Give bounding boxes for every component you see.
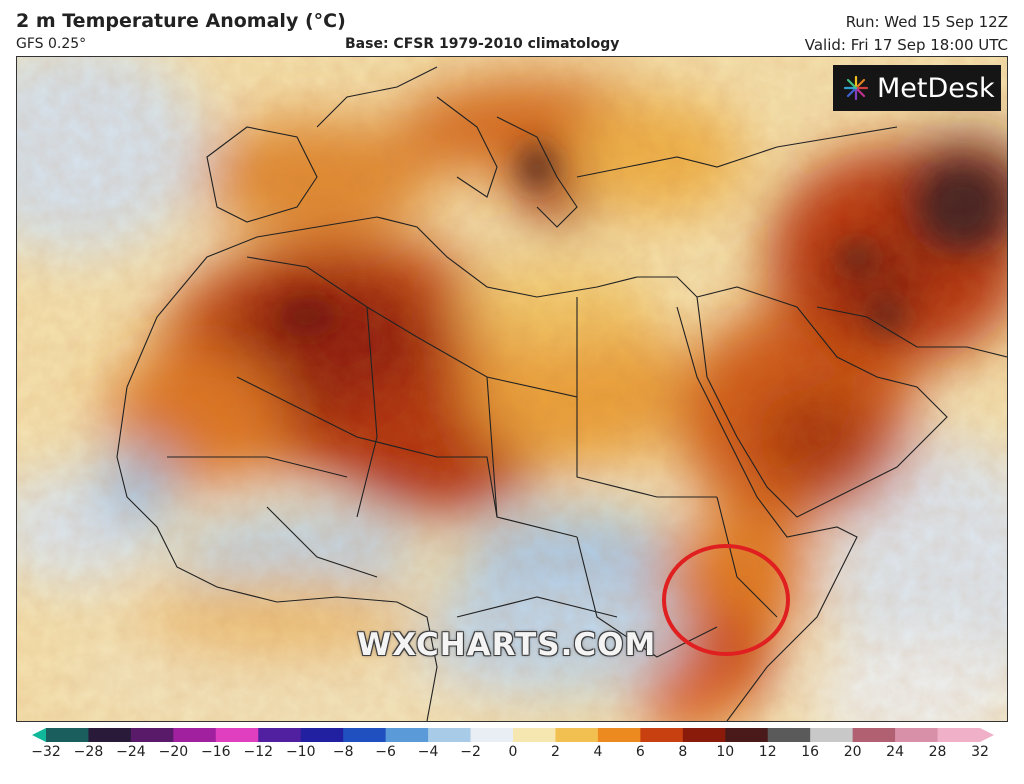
colorbar-cell <box>470 728 514 742</box>
colorbar-cell <box>640 728 684 742</box>
colorbar-tick-label: 20 <box>843 744 862 760</box>
colorbar-cell <box>343 728 387 742</box>
colorbar-tick-label: 0 <box>508 744 518 760</box>
colorbar-tick-label: 32 <box>971 744 989 760</box>
colorbar-tick-label: 12 <box>758 744 777 760</box>
colorbar-ticks: −32 −28 −24 −20 −16 −12 −10 −8 −6 −4 −2 0 2 4 6 8 10 12 16… <box>0 744 1024 774</box>
run-time-label: Run: Wed 15 Sep 12Z <box>845 13 1008 31</box>
colorbar-cell <box>597 728 641 742</box>
colorbar-tick-label: −2 <box>460 744 481 760</box>
colorbar-cell <box>895 728 939 742</box>
colorbar-tick-label: −8 <box>332 744 354 760</box>
model-label: GFS 0.25° <box>16 36 87 52</box>
colorbar-cell <box>767 728 811 742</box>
colorbar-tick-label: 6 <box>635 744 645 760</box>
colorbar-tick-label: −24 <box>116 744 146 760</box>
colorbar-tick-label: 24 <box>886 744 904 760</box>
map-canvas <box>17 57 1007 721</box>
watermark: WXCHARTS.COM <box>357 627 657 663</box>
colorbar-tick-label: −10 <box>285 744 316 760</box>
colorbar-cell <box>46 728 89 742</box>
colorbar-tick-label: 16 <box>801 744 820 760</box>
colorbar-tick-label: 2 <box>550 744 560 760</box>
colorbar-tick-label: 28 <box>928 744 947 760</box>
anomaly-map: MetDesk WXCHARTS.COM <box>16 56 1008 722</box>
colorbar-cell <box>258 728 302 742</box>
colorbar-cell <box>173 728 217 742</box>
colorbar-tick-label: −4 <box>417 744 439 760</box>
colorbar-cell <box>810 728 854 742</box>
chart-title: 2 m Temperature Anomaly (°C) <box>16 10 346 32</box>
metdesk-starburst-icon <box>843 75 869 101</box>
coastlines <box>116 66 1007 721</box>
colorbar-tick-label: −20 <box>158 744 189 760</box>
logo-text: MetDesk <box>877 72 995 104</box>
colorbar-tick-label: 10 <box>716 744 735 760</box>
colorbar-tick-label: −12 <box>243 744 274 760</box>
colorbar-cell <box>385 728 429 742</box>
metdesk-logo: MetDesk <box>833 65 1001 111</box>
colorbar-cell <box>428 728 472 742</box>
colorbar <box>32 728 994 742</box>
colorbar-cell <box>130 728 174 742</box>
colorbar-tick-label: −32 <box>31 744 61 760</box>
colorbar-cell <box>300 728 344 742</box>
colorbar-cell <box>937 728 981 742</box>
colorbar-tick-label: −16 <box>201 744 231 760</box>
colorbar-cell <box>725 728 769 742</box>
colorbar-cell <box>88 728 132 742</box>
valid-time-label: Valid: Fri 17 Sep 18:00 UTC <box>804 36 1008 54</box>
colorbar-cell <box>852 728 896 742</box>
climatology-base-label: Base: CFSR 1979-2010 climatology <box>345 36 620 52</box>
colorbar-tick-label: −6 <box>375 744 396 760</box>
highlight-circle <box>662 544 790 656</box>
colorbar-tick-label: 4 <box>593 744 603 760</box>
colorbar-cell <box>682 728 726 742</box>
colorbar-max-arrow <box>980 728 994 742</box>
colorbar-cell <box>555 728 599 742</box>
colorbar-tick-label: −28 <box>73 744 104 760</box>
colorbar-cell <box>513 728 556 742</box>
colorbar-min-arrow <box>32 728 46 742</box>
colorbar-tick-label: 8 <box>678 744 688 760</box>
colorbar-cell <box>215 728 259 742</box>
